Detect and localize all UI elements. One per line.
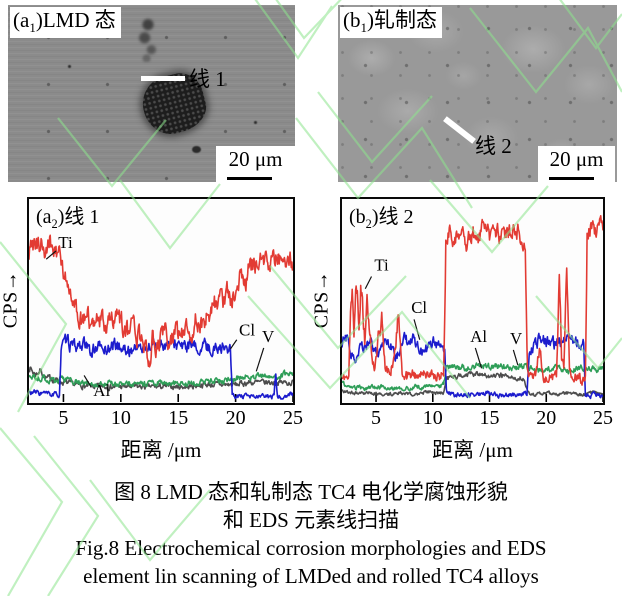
series-line-Cl	[29, 333, 293, 400]
annotation-leader-Cl	[413, 319, 421, 340]
scan-line-1-label: 线 1	[189, 67, 226, 91]
annotation-label-V: V	[262, 327, 275, 346]
annotation-leader-Al	[474, 347, 483, 369]
x-tick-label: 25	[593, 407, 613, 429]
eds-scan-line-1	[141, 76, 185, 81]
chart-title-b2-sub: 2	[365, 217, 372, 231]
panel-tag-a1-text: )LMD 态	[35, 8, 116, 32]
eds-chart-a2: Ti Cl V Al (a2)线 1	[27, 197, 295, 405]
annotation-label-Cl: Cl	[411, 298, 427, 317]
scalebar-a1-label: 20 μm	[228, 147, 283, 171]
x-axis-ticks-a2: 5 10 15 20 25	[29, 407, 303, 433]
annotation-label-V: V	[510, 329, 523, 348]
scalebar-b1-label: 20 μm	[549, 147, 604, 171]
corrosion-smudge	[134, 18, 162, 62]
panel-tag-a1-prefix: (a	[13, 8, 30, 32]
chart-title-a2-text: )线 1	[57, 206, 100, 228]
x-axis-ticks-b2: 5 10 15 20 25	[342, 407, 613, 433]
caption-english-line2: element lin scanning of LMDed and rolled…	[83, 564, 539, 588]
x-tick-label: 5	[371, 407, 382, 429]
annotation-label-Ti: Ti	[58, 233, 73, 252]
panel-tag-a1: (a1)LMD 态	[10, 7, 121, 39]
x-tick-label: 15	[168, 407, 189, 429]
annotation-label-Cl: Cl	[239, 321, 255, 340]
x-tick-label: 20	[536, 407, 557, 429]
annotation-leader-V	[512, 349, 519, 366]
eds-chart-b2: Ti Cl Al V (b2)线 2	[340, 197, 605, 405]
x-tick-label: 15	[479, 407, 500, 429]
scan-line-2-label: 线 2	[475, 134, 512, 158]
series-line-Ti	[342, 215, 603, 386]
y-axis-label-b2: CPS→	[310, 270, 333, 329]
corrosion-speck	[192, 146, 201, 153]
series-line-Ti	[29, 234, 293, 368]
annotation-label-Ti: Ti	[374, 255, 389, 274]
scalebar-b1-bar	[549, 177, 594, 180]
x-tick-label: 10	[422, 407, 443, 429]
panel-tag-b1-text: )轧制态	[367, 8, 438, 32]
panel-tag-b1-sub: 1	[360, 20, 368, 36]
micrograph-b1-rolled: (b1)轧制态 线 2 20 μm	[338, 5, 617, 182]
x-axis-label-b2: 距离 /μm	[432, 438, 513, 462]
annotation-leader-Al	[83, 375, 92, 387]
panel-tag-b1: (b1)轧制态	[340, 7, 443, 39]
panel-tag-b1-prefix: (b	[343, 8, 361, 32]
chart-title-b2-text: )线 2	[371, 206, 414, 228]
chart-title-b2-prefix: (b	[349, 206, 366, 228]
caption-chinese-line2: 和 EDS 元素线扫描	[222, 508, 400, 532]
y-axis-label-a2: CPS→	[0, 270, 22, 329]
annotation-leader-Cl	[229, 339, 238, 350]
chart-title-a2: (a2)线 1	[36, 200, 99, 232]
annotation-leader-V	[255, 347, 265, 372]
corrosion-speck	[254, 121, 257, 124]
annotation-leader-Ti	[364, 276, 373, 290]
chart-title-a2-sub: 2	[51, 217, 58, 231]
annotation-label-Al: Al	[93, 381, 110, 400]
annotation-label-Al: Al	[470, 327, 487, 346]
x-axis-label-a2: 距离 /μm	[120, 438, 202, 462]
micrograph-a1-lmd: (a1)LMD 态 线 1 20 μm	[8, 5, 295, 182]
chart-title-b2: (b2)线 2	[349, 200, 414, 232]
scalebar-a1-bar	[227, 177, 272, 180]
caption-chinese-line1: 图 8 LMD 态和轧制态 TC4 电化学腐蚀形貌	[114, 480, 508, 504]
scalebar-a1: 20 μm	[216, 146, 295, 182]
x-tick-label: 20	[225, 407, 246, 429]
scalebar-b1: 20 μm	[538, 146, 615, 182]
x-tick-label: 5	[58, 407, 69, 429]
chart-title-a2-prefix: (a	[36, 206, 52, 228]
x-tick-label: 10	[110, 407, 131, 429]
panel-tag-a1-sub: 1	[29, 20, 36, 36]
x-tick-label: 25	[283, 407, 303, 429]
corrosion-speck	[68, 65, 71, 68]
eds-scan-line-2	[443, 116, 476, 144]
caption-english-line1: Fig.8 Electrochemical corrosion morpholo…	[75, 536, 547, 560]
